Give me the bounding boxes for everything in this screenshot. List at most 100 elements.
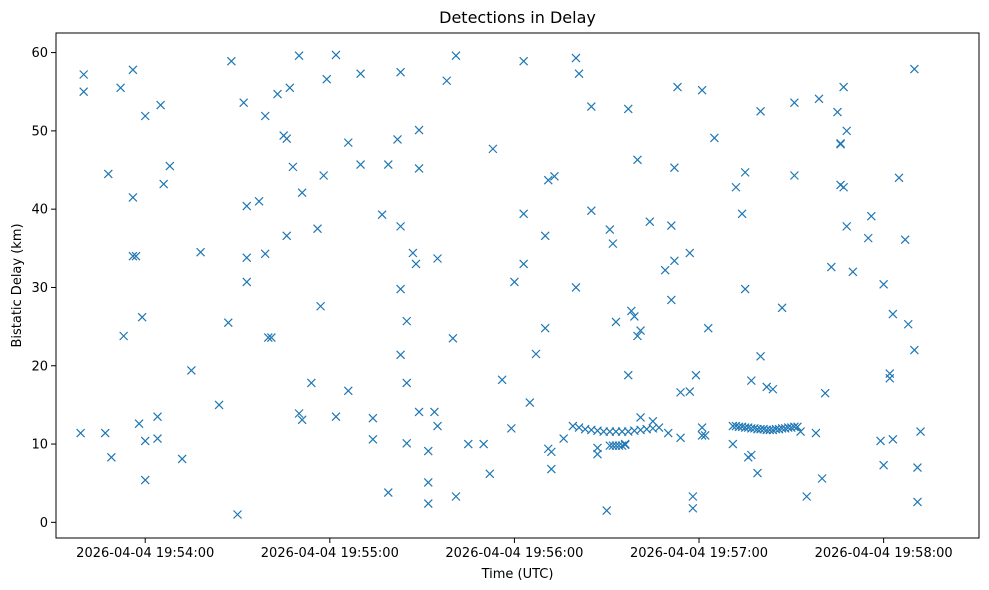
- data-point: [608, 239, 618, 249]
- x-tick-label: 2026-04-04 19:58:00: [815, 546, 953, 561]
- data-point: [479, 439, 489, 449]
- data-point: [239, 98, 249, 108]
- data-point: [826, 262, 836, 272]
- data-point: [879, 279, 889, 289]
- data-point: [546, 464, 556, 474]
- data-point: [423, 477, 433, 487]
- data-point: [226, 56, 236, 66]
- data-point: [685, 248, 695, 258]
- data-points: [76, 50, 925, 519]
- data-point: [497, 375, 507, 385]
- data-point: [396, 350, 406, 360]
- data-point: [623, 370, 633, 380]
- data-point: [546, 447, 556, 457]
- data-point: [697, 431, 707, 440]
- data-point: [796, 427, 805, 436]
- data-point: [540, 231, 550, 241]
- data-point: [103, 169, 113, 179]
- data-point: [331, 50, 341, 60]
- data-point: [463, 439, 473, 449]
- data-point: [343, 138, 353, 148]
- data-point: [423, 446, 433, 456]
- data-point: [669, 256, 679, 266]
- data-point: [571, 53, 581, 63]
- data-point: [242, 277, 252, 287]
- data-point: [519, 209, 529, 219]
- data-point: [506, 423, 516, 433]
- data-point: [525, 398, 535, 407]
- data-point: [913, 497, 922, 507]
- data-point: [153, 434, 162, 443]
- data-point: [396, 221, 406, 231]
- data-point: [540, 323, 550, 333]
- data-point: [885, 373, 895, 383]
- data-point: [519, 56, 529, 66]
- data-point: [509, 277, 519, 287]
- data-point: [442, 76, 452, 86]
- data-point: [134, 419, 144, 429]
- data-point: [319, 171, 329, 180]
- data-point: [888, 434, 898, 444]
- data-point: [294, 51, 304, 61]
- data-point: [140, 436, 150, 446]
- data-point: [611, 317, 621, 327]
- data-point: [866, 211, 876, 221]
- data-point: [116, 83, 126, 93]
- data-point: [768, 384, 778, 394]
- data-point: [140, 475, 150, 485]
- plot-frame: [55, 32, 980, 539]
- data-point: [894, 173, 904, 183]
- data-point: [793, 422, 802, 432]
- data-point: [633, 331, 642, 341]
- data-point: [620, 440, 630, 450]
- data-point: [848, 267, 858, 277]
- data-point: [549, 171, 559, 181]
- data-point: [159, 179, 169, 189]
- data-point: [383, 160, 393, 169]
- data-point: [586, 102, 596, 112]
- data-point: [833, 107, 842, 117]
- chart-title: Detections in Delay: [439, 8, 596, 27]
- data-point: [669, 163, 679, 173]
- data-point: [814, 94, 824, 104]
- data-point: [531, 349, 541, 359]
- data-point: [789, 171, 799, 180]
- data-point: [909, 345, 919, 355]
- data-point: [485, 469, 495, 479]
- data-point: [260, 111, 270, 121]
- data-point: [297, 415, 307, 425]
- data-point: [128, 192, 138, 202]
- data-point: [411, 259, 421, 269]
- data-point: [709, 133, 719, 143]
- data-point: [266, 333, 276, 342]
- data-point: [571, 283, 581, 292]
- data-point: [626, 306, 636, 316]
- data-point: [414, 407, 424, 417]
- data-point: [817, 474, 827, 483]
- data-point: [629, 312, 639, 321]
- data-point: [811, 428, 821, 438]
- data-point: [402, 378, 412, 388]
- y-tick-label: 40: [31, 203, 48, 218]
- y-tick-label: 30: [31, 281, 48, 296]
- data-point: [137, 312, 147, 322]
- data-point: [636, 413, 645, 422]
- y-tick-label: 60: [31, 46, 48, 61]
- y-axis-label: Bistatic Delay (km): [10, 223, 25, 347]
- data-point: [356, 160, 366, 169]
- data-point: [196, 247, 206, 257]
- data-point: [879, 460, 889, 470]
- data-point: [282, 134, 292, 144]
- data-point: [186, 366, 196, 375]
- data-point: [574, 69, 584, 79]
- data-point: [903, 319, 913, 329]
- data-point: [697, 85, 707, 95]
- data-point: [666, 221, 676, 231]
- data-point: [233, 510, 242, 519]
- data-point: [888, 309, 898, 319]
- data-point: [703, 323, 713, 333]
- data-point: [79, 70, 89, 79]
- data-point: [396, 284, 406, 294]
